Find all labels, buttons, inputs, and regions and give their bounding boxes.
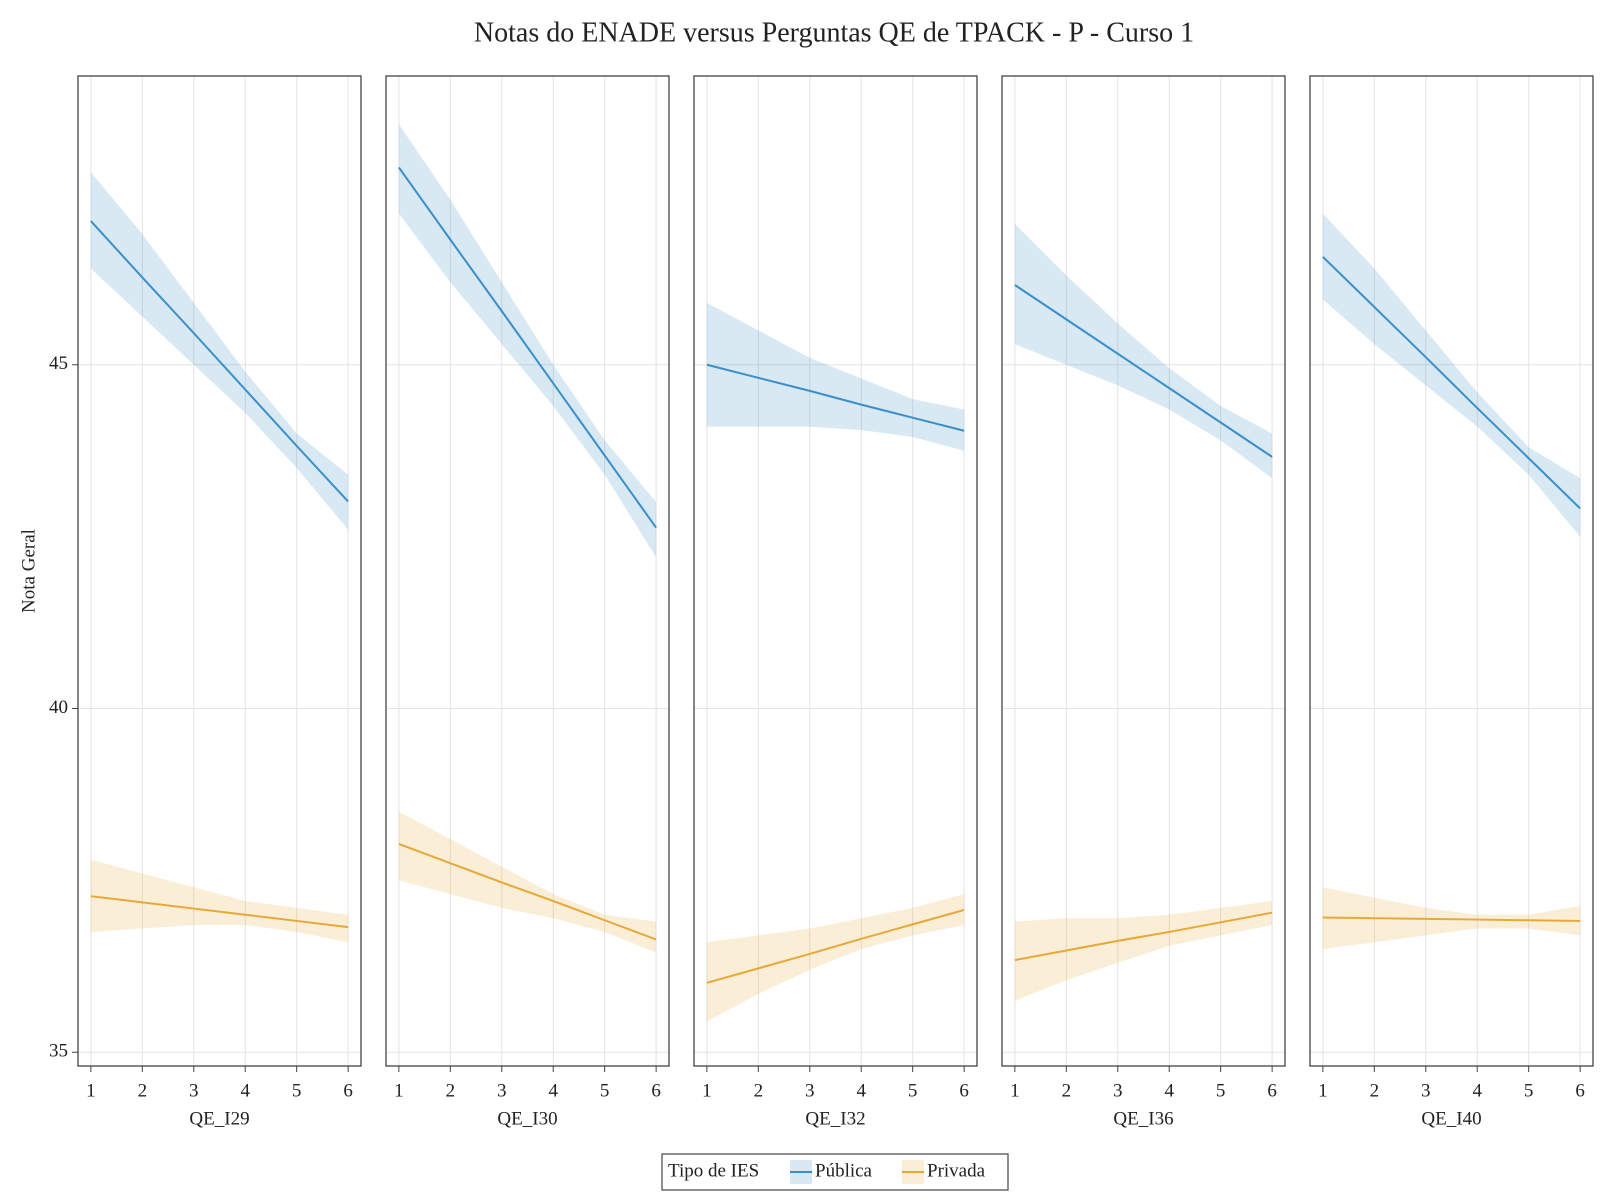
legend-title: Tipo de IES: [668, 1160, 759, 1181]
series-line: [1014, 284, 1273, 458]
x-tick-label: 3: [1113, 1080, 1123, 1101]
x-tick-label: 2: [138, 1080, 148, 1101]
x-tick-label: 3: [497, 1080, 507, 1101]
series-line: [1322, 256, 1581, 510]
x-tick-label: 6: [959, 1080, 969, 1101]
series-line: [706, 363, 965, 432]
x-tick-label: 4: [548, 1080, 558, 1101]
confidence-band: [706, 894, 965, 1022]
panel-frame: [77, 75, 362, 1067]
confidence-band: [1014, 901, 1273, 1001]
x-tick-label: 4: [856, 1080, 866, 1101]
x-tick-label: 1: [702, 1080, 712, 1101]
series-line: [706, 908, 965, 984]
confidence-band: [90, 172, 349, 530]
series-line: [90, 220, 349, 503]
x-tick-label: 5: [600, 1080, 610, 1101]
y-tick-label: 45: [49, 353, 68, 374]
y-tick-label: 40: [49, 697, 68, 718]
x-tick-label: 5: [1216, 1080, 1226, 1101]
x-axis-label: QE_I29: [189, 1108, 249, 1129]
x-axis-label: QE_I30: [497, 1108, 557, 1129]
confidence-band: [398, 124, 657, 558]
legend-label: Privada: [927, 1160, 986, 1181]
x-axis-label: QE_I32: [805, 1108, 865, 1129]
x-tick-label: 4: [240, 1080, 250, 1101]
x-tick-label: 2: [446, 1080, 456, 1101]
x-tick-label: 1: [1010, 1080, 1020, 1101]
x-tick-label: 6: [1575, 1080, 1585, 1101]
series-line: [1322, 916, 1581, 922]
confidence-band: [90, 859, 349, 943]
x-tick-label: 5: [908, 1080, 918, 1101]
legend-label: Pública: [815, 1160, 873, 1181]
legend-box: [661, 1153, 1009, 1191]
panel-frame: [1309, 75, 1594, 1067]
x-tick-label: 3: [1421, 1080, 1431, 1101]
x-tick-label: 1: [1318, 1080, 1328, 1101]
x-tick-label: 2: [1370, 1080, 1380, 1101]
confidence-band: [398, 811, 657, 953]
series-line: [90, 895, 349, 929]
x-tick-label: 1: [86, 1080, 96, 1101]
x-tick-label: 2: [754, 1080, 764, 1101]
x-tick-label: 3: [189, 1080, 199, 1101]
panel-frame: [693, 75, 978, 1067]
panel-frame: [1001, 75, 1286, 1067]
panel-frame: [385, 75, 670, 1067]
y-axis-label: Nota Geral: [18, 529, 39, 613]
confidence-band: [1322, 213, 1581, 537]
x-axis-label: QE_I36: [1113, 1108, 1173, 1129]
chart-title: Notas do ENADE versus Perguntas QE de TP…: [474, 17, 1194, 48]
x-tick-label: 4: [1472, 1080, 1482, 1101]
y-tick-label: 35: [49, 1041, 68, 1062]
x-axis-label: QE_I40: [1421, 1108, 1481, 1129]
series-line: [398, 166, 657, 529]
x-tick-label: 6: [651, 1080, 661, 1101]
x-tick-label: 2: [1062, 1080, 1072, 1101]
x-tick-label: 6: [343, 1080, 353, 1101]
series-line: [1014, 911, 1273, 962]
x-tick-label: 4: [1164, 1080, 1174, 1101]
x-tick-label: 3: [805, 1080, 815, 1101]
x-tick-label: 1: [394, 1080, 404, 1101]
x-tick-label: 6: [1267, 1080, 1277, 1101]
confidence-band: [1322, 887, 1581, 950]
series-line: [398, 843, 657, 941]
x-tick-label: 5: [292, 1080, 302, 1101]
x-tick-label: 5: [1524, 1080, 1534, 1101]
